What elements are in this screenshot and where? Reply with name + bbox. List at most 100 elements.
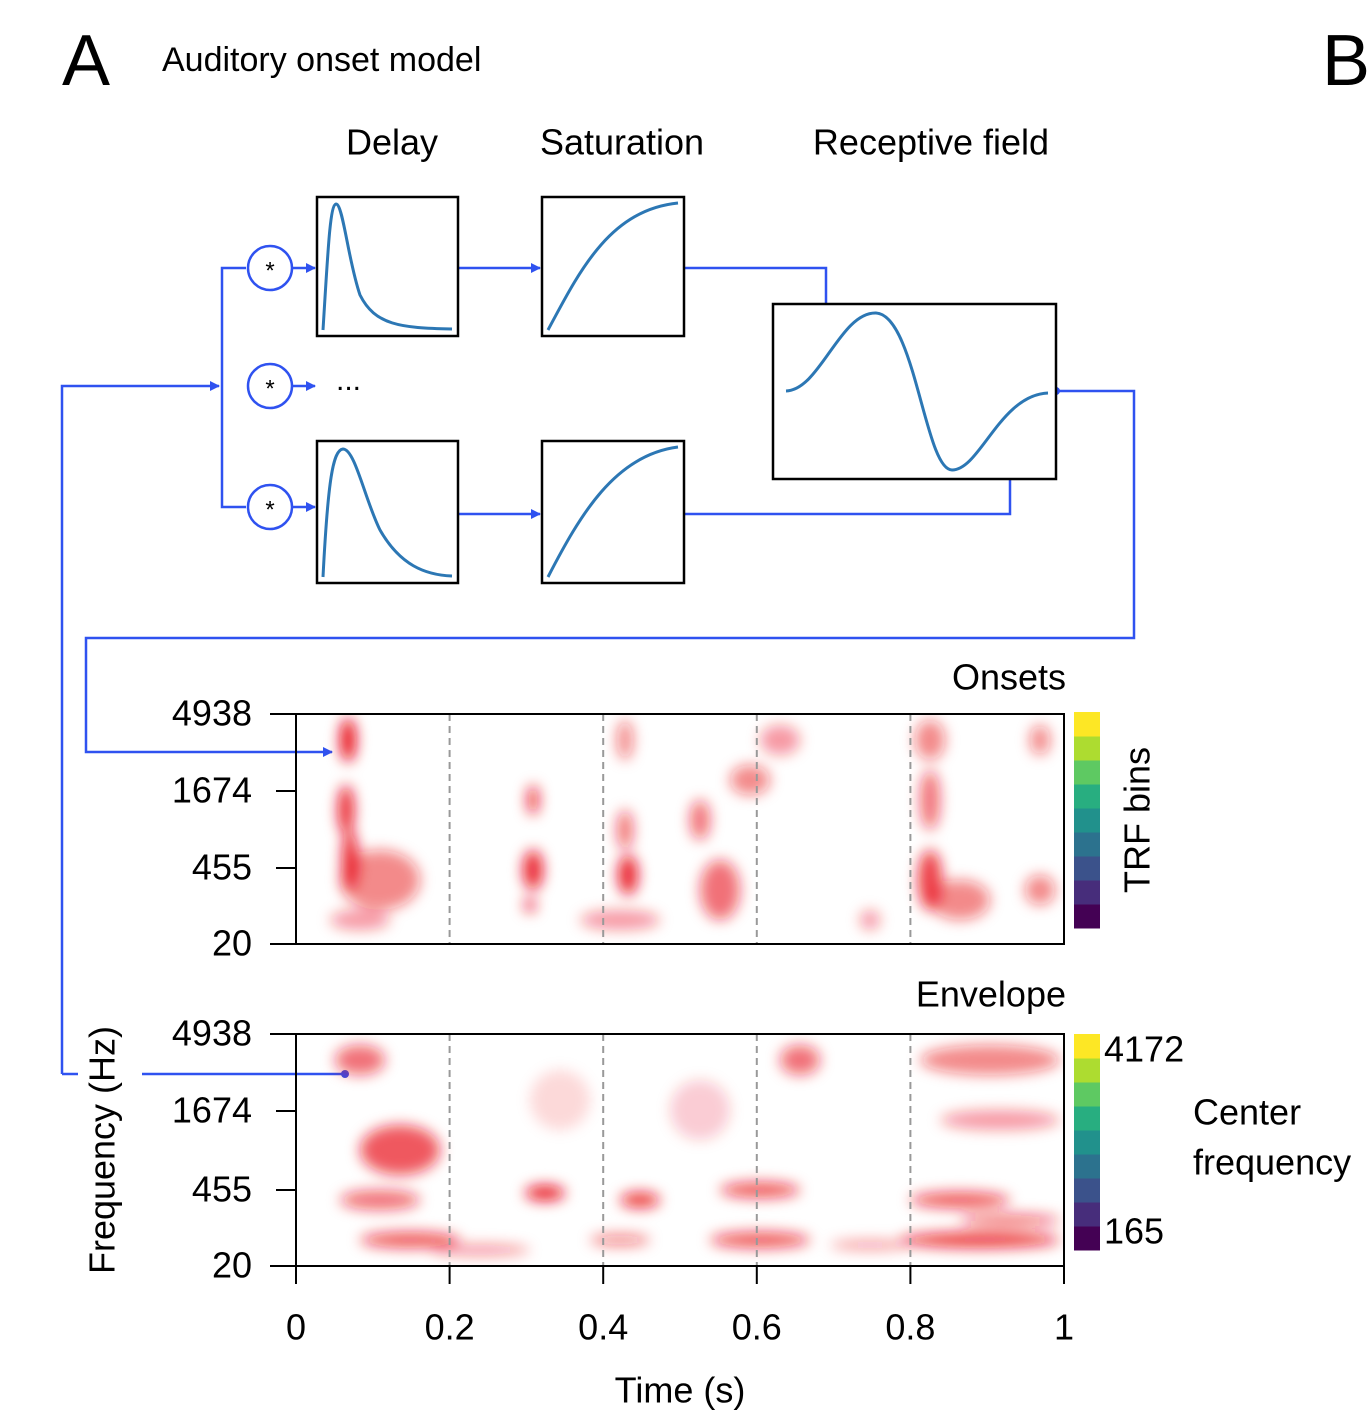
operator: * [265, 257, 274, 284]
energy-blob [620, 1192, 660, 1208]
y-tick-label: 4938 [172, 693, 252, 734]
colorbar-label: Center [1193, 1092, 1301, 1133]
x-tick-label: 0.8 [885, 1307, 935, 1348]
colorbar-cell [1074, 760, 1100, 785]
energy-blob [330, 910, 390, 930]
energy-blob [524, 897, 536, 913]
energy-blob [860, 910, 880, 930]
energy-blob [1030, 725, 1050, 755]
connectors [60, 263, 1136, 1078]
y-axis [270, 713, 296, 1267]
colorbar [1074, 1034, 1100, 1251]
energy-blob [360, 1125, 440, 1175]
energy-blob [940, 1110, 1060, 1130]
y-tick-label: 20 [212, 923, 252, 964]
energy-blob [618, 855, 638, 895]
stage-label: Receptive field [813, 122, 1049, 163]
energy-blob [730, 765, 770, 795]
energy-blob [617, 720, 633, 760]
energy-blob [340, 718, 356, 762]
x-tick-label: 1 [1054, 1307, 1074, 1348]
x-tick-label: 0 [286, 1307, 306, 1348]
colorbar-cell [1074, 1130, 1100, 1155]
y-axis-label: Frequency (Hz) [82, 1026, 123, 1274]
panel-label: A [62, 21, 110, 101]
colorbar-cell [1074, 904, 1100, 929]
energy-blob [760, 725, 800, 755]
panel-label: B [1322, 21, 1370, 101]
plot-title: Onsets [952, 657, 1066, 698]
colorbar-cell [1074, 1082, 1100, 1107]
energy-blob [523, 850, 543, 890]
ellipsis: ... [336, 364, 361, 397]
colorbar-tick-label: 4172 [1104, 1029, 1184, 1070]
colorbar-cell [1074, 1226, 1100, 1251]
operators [246, 244, 294, 531]
energy-blob [525, 1185, 565, 1201]
energy-blob [915, 720, 945, 760]
energy-blob [780, 1045, 820, 1075]
colorbar-tick-label: 165 [1104, 1211, 1164, 1252]
stage-boxes [315, 195, 1058, 585]
energy-blob [670, 1080, 730, 1140]
y-tick-label: 455 [192, 1169, 252, 1210]
energy-blob [960, 1214, 1060, 1226]
energy-blob [360, 1232, 460, 1248]
colorbar-cell [1074, 1034, 1100, 1059]
colorbar-cell [1074, 856, 1100, 881]
colorbar-cell [1074, 1154, 1100, 1179]
energy-blob [430, 1244, 530, 1256]
y-tick-label: 455 [192, 847, 252, 888]
x-tick-label: 0.4 [578, 1307, 628, 1348]
plot-frame [295, 1033, 1065, 1267]
stage-label: Saturation [540, 122, 704, 163]
operator: * [265, 375, 274, 402]
energy-blob [530, 1070, 590, 1130]
energy-blob [340, 1190, 420, 1210]
energy-blob [910, 1192, 1010, 1208]
colorbar-label: TRF bins [1117, 747, 1158, 893]
energy-blob [527, 785, 539, 815]
colorbar [1074, 712, 1100, 929]
plot-frame [295, 713, 1065, 945]
energy-blob [830, 1240, 910, 1250]
energy-blob [920, 770, 940, 830]
x-tick-label: 0.2 [425, 1307, 475, 1348]
stage-label: Delay [346, 122, 438, 163]
colorbar-cell [1074, 1202, 1100, 1227]
y-tick-label: 20 [212, 1245, 252, 1286]
y-tick-label: 1674 [172, 1090, 252, 1131]
colorbar-cell [1074, 808, 1100, 833]
colorbar-cell [1074, 1178, 1100, 1203]
operator: * [265, 496, 274, 523]
colorbar-cell [1074, 784, 1100, 809]
colorbar-label: frequency [1193, 1142, 1351, 1183]
y-tick-label: 1674 [172, 770, 252, 811]
energy-blob [930, 880, 990, 920]
colorbar-cell [1074, 1106, 1100, 1131]
energy-blob [920, 1045, 1060, 1075]
onset-spectrogram [330, 718, 1055, 930]
panel-title: Auditory onset model [162, 41, 481, 79]
colorbar-cell [1074, 880, 1100, 905]
energy-blob [720, 1182, 800, 1198]
time-gridlines [448, 714, 912, 1266]
energy-blob [338, 785, 354, 835]
colorbar-cell [1074, 712, 1100, 737]
energy-blob [340, 850, 420, 910]
energy-blob [590, 1234, 650, 1246]
energy-blob [335, 1045, 385, 1075]
energy-blob [690, 800, 710, 840]
energy-blob [700, 860, 740, 920]
energy-blob [617, 810, 633, 850]
colorbar-cell [1074, 832, 1100, 857]
colorbar-cell [1074, 1058, 1100, 1083]
energy-blob [710, 1232, 810, 1248]
envelope-spectrogram [335, 1045, 1060, 1256]
energy-blob [1025, 875, 1055, 905]
energy-blob [900, 1232, 1060, 1248]
energy-blob [580, 910, 660, 930]
plot-title: Envelope [916, 974, 1066, 1015]
colorbar-cell [1074, 736, 1100, 761]
